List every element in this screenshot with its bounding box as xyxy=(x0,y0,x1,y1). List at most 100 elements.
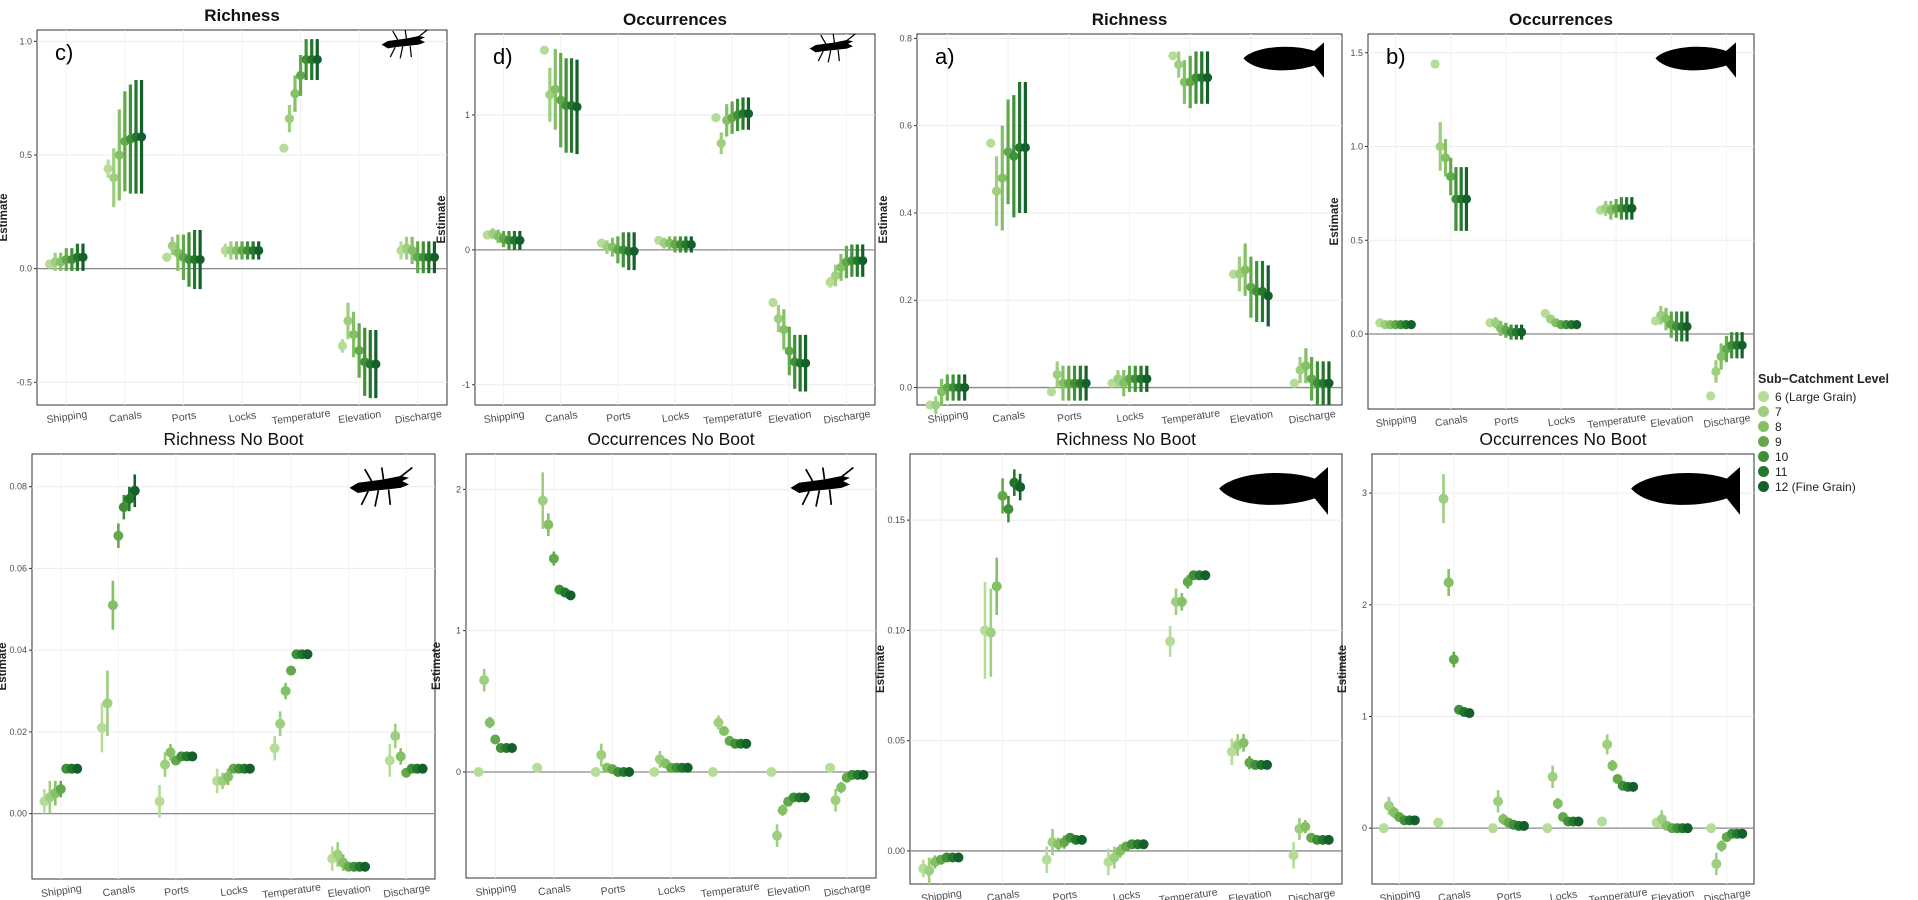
data-point xyxy=(159,759,170,770)
legend-item: 9 xyxy=(1758,434,1918,449)
data-point xyxy=(1109,852,1120,863)
data-point xyxy=(1020,142,1030,153)
panel-title: Richness No Boot xyxy=(1056,429,1196,449)
insect-leg xyxy=(392,30,399,41)
insect-leg xyxy=(832,33,836,43)
legend: Sub−Catchment Level 6 (Large Grain) 7 8 9 10… xyxy=(1758,372,1918,494)
data-point xyxy=(953,852,964,863)
data-point xyxy=(1737,828,1748,839)
panel-title: Occurrences No Boot xyxy=(587,429,754,449)
data-point xyxy=(1552,798,1563,809)
data-point xyxy=(1573,816,1584,827)
data-point xyxy=(1737,340,1747,350)
insect-leg xyxy=(360,490,369,506)
legend-label: 9 xyxy=(1775,434,1782,449)
panel: 0.0 0.2 0.4 0.6 0.8 Shipping Canals Ports Locks T… xyxy=(878,10,1343,427)
panel: 0 1 2 Shipping Canals Ports Locks Temperature El… xyxy=(431,429,877,900)
legend-label: 10 xyxy=(1775,449,1789,464)
x-tick-label: Elevation xyxy=(1651,887,1696,900)
fish-icon xyxy=(1631,467,1740,515)
data-point xyxy=(1289,378,1299,388)
data-point xyxy=(1200,570,1211,581)
insect-icon xyxy=(349,466,413,507)
insect-leg xyxy=(815,490,821,507)
legend-swatch xyxy=(1758,466,1769,477)
data-point xyxy=(1262,759,1273,770)
data-point xyxy=(109,173,119,183)
x-tick-label: Shipping xyxy=(40,883,82,900)
data-point xyxy=(1378,823,1389,834)
data-point xyxy=(484,717,495,728)
insect-leg xyxy=(404,29,408,39)
y-tick-label: 0 xyxy=(465,245,470,255)
data-point xyxy=(1263,291,1273,301)
data-point xyxy=(550,84,560,94)
x-tick-label: Canals xyxy=(102,883,136,899)
data-point xyxy=(711,113,721,123)
x-tick-label: Temperature xyxy=(703,407,763,427)
data-point xyxy=(1226,746,1237,757)
data-point xyxy=(768,297,778,308)
data-point xyxy=(1682,321,1692,332)
data-point xyxy=(279,143,289,153)
data-point xyxy=(1711,858,1722,869)
data-point xyxy=(473,767,484,777)
legend-label: 11 xyxy=(1775,464,1788,479)
insect-leg xyxy=(399,46,404,59)
data-point xyxy=(1682,823,1693,834)
x-tick-label: Canals xyxy=(1434,413,1468,429)
data-point xyxy=(836,782,847,793)
data-point xyxy=(1487,823,1498,834)
insect-leg xyxy=(805,468,814,482)
data-point xyxy=(1607,760,1618,771)
data-point xyxy=(1165,636,1176,647)
x-tick-label: Shipping xyxy=(927,409,969,427)
data-point xyxy=(1015,482,1026,493)
x-tick-label: Canals xyxy=(992,409,1026,425)
y-tick-label: 2 xyxy=(1362,600,1367,610)
y-axis-label: Estimate xyxy=(878,196,890,244)
x-tick-label: Shipping xyxy=(1379,888,1421,900)
x-tick-label: Ports xyxy=(1052,889,1078,900)
legend-swatch xyxy=(1758,481,1769,492)
data-point xyxy=(1542,823,1553,834)
insect-icon xyxy=(790,466,854,507)
data-point xyxy=(102,698,113,709)
x-tick-label: Canals xyxy=(1437,888,1471,900)
data-point xyxy=(1438,493,1449,504)
data-point xyxy=(1052,369,1062,380)
y-tick-label: 1.5 xyxy=(1350,48,1363,58)
data-point xyxy=(825,762,836,773)
legend-label: 7 xyxy=(1775,404,1782,419)
data-point xyxy=(78,252,88,262)
x-tick-label: Ports xyxy=(600,883,626,898)
panel-label: a) xyxy=(935,44,955,69)
panel-label: b) xyxy=(1386,44,1406,69)
fish-body xyxy=(1219,467,1328,515)
y-tick-label: 0.04 xyxy=(9,645,27,655)
data-point xyxy=(1716,351,1726,362)
data-point xyxy=(719,726,730,737)
x-tick-label: Elevation xyxy=(1229,408,1274,426)
data-point xyxy=(985,627,996,638)
data-point xyxy=(337,341,348,351)
data-point xyxy=(332,849,343,860)
insect-leg xyxy=(817,50,824,62)
data-point xyxy=(784,346,794,356)
data-point xyxy=(1076,834,1087,845)
data-point xyxy=(1288,850,1299,861)
data-point xyxy=(284,114,295,124)
data-point xyxy=(1142,374,1152,384)
fish-icon xyxy=(1243,42,1324,78)
data-point xyxy=(55,784,66,795)
panel-title: Occurrences No Boot xyxy=(1479,429,1646,449)
data-point xyxy=(773,314,784,324)
data-point xyxy=(924,865,935,876)
data-point xyxy=(1009,151,1019,161)
x-tick-label: Discharge xyxy=(1703,412,1752,430)
data-point xyxy=(384,755,395,766)
data-point xyxy=(96,722,107,733)
panel-label: c) xyxy=(55,40,73,65)
y-tick-label: 1.0 xyxy=(1350,142,1363,152)
